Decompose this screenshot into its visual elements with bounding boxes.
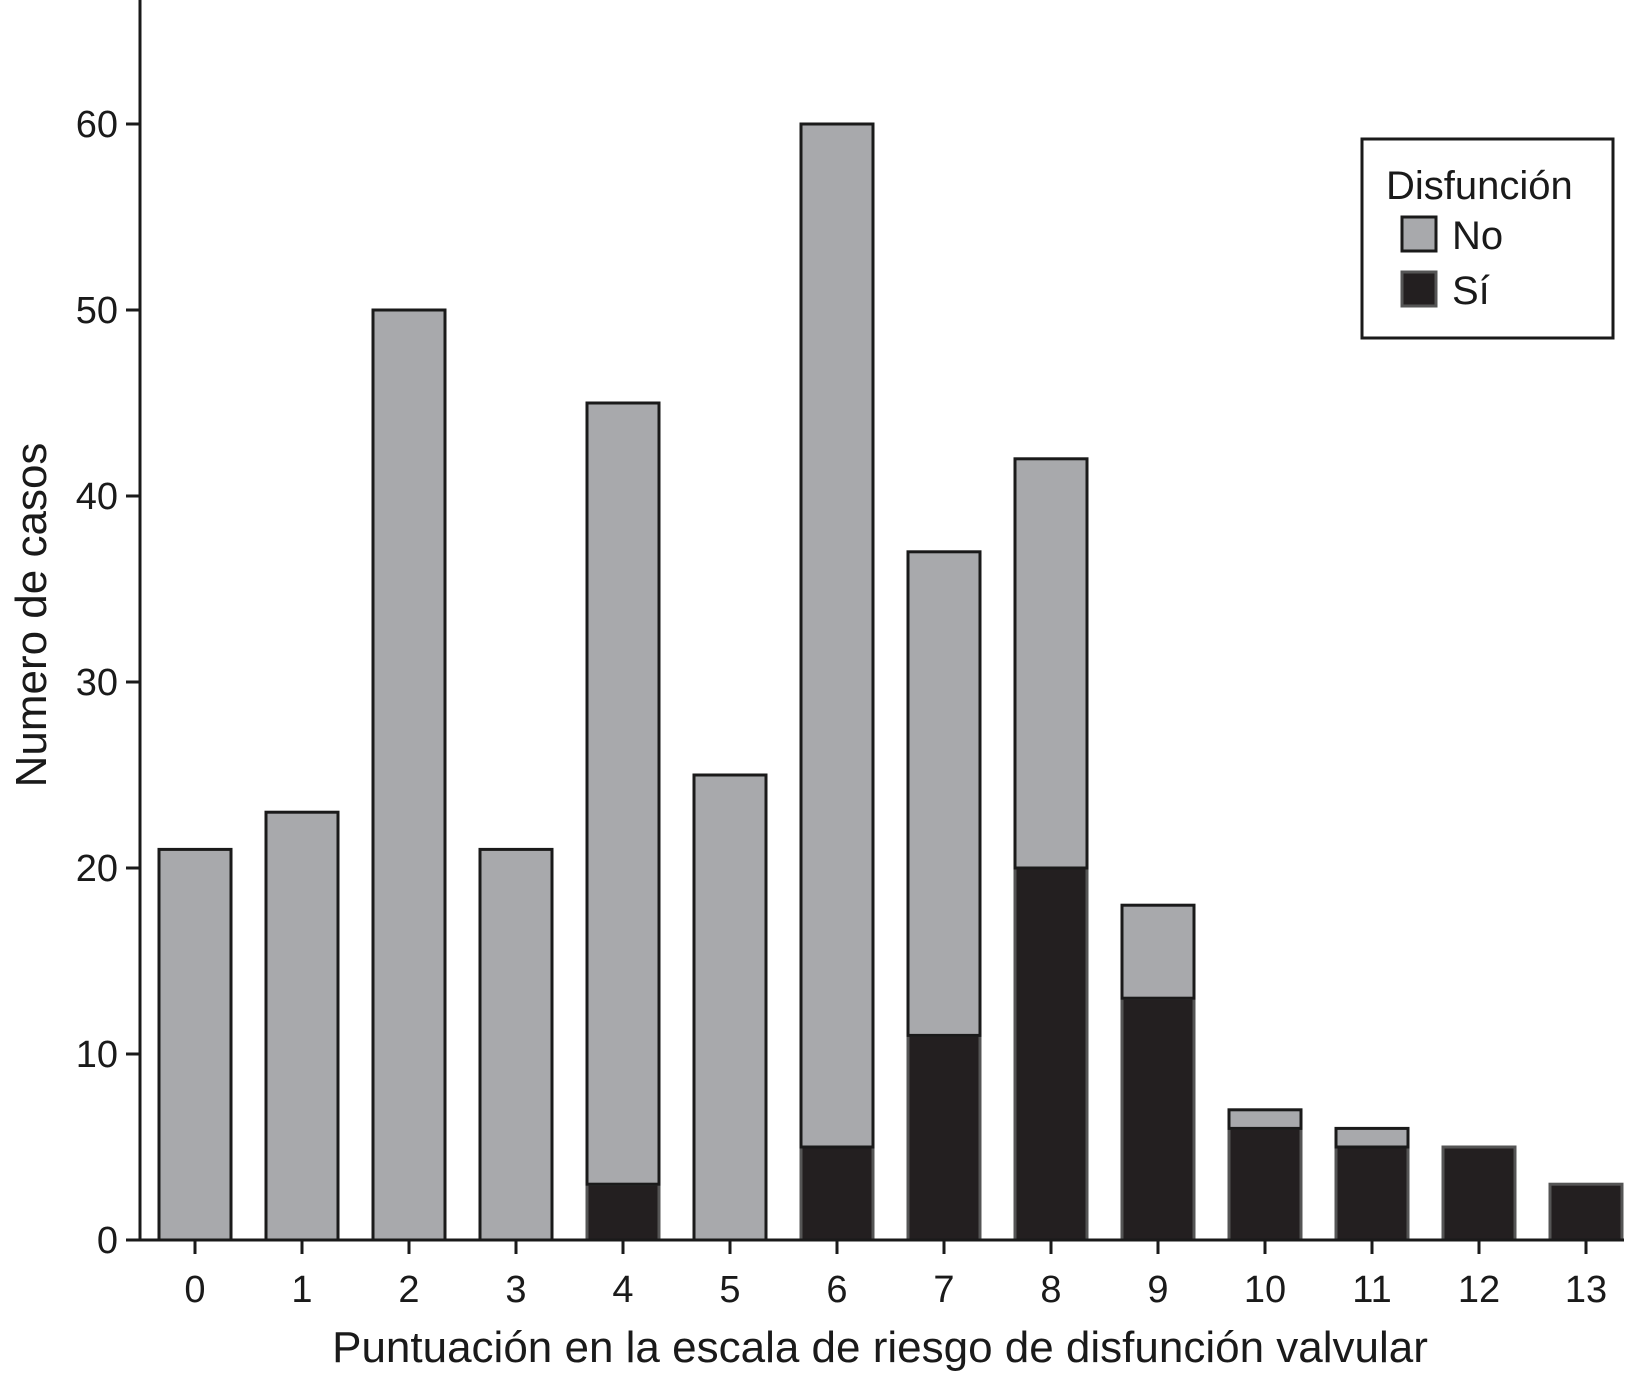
y-tick-label: 60: [76, 104, 118, 146]
x-tick-label: 11: [1352, 1269, 1391, 1311]
y-tick-label: 50: [76, 290, 118, 332]
bar-segment-no: [478, 847, 554, 1242]
x-tick-label: 5: [719, 1269, 740, 1311]
x-tick-label: 2: [398, 1269, 419, 1311]
bar-segment-si: [906, 1033, 982, 1242]
bar-segment-no: [157, 847, 233, 1242]
x-tick-label: 9: [1147, 1269, 1168, 1311]
x-tick-label: 3: [505, 1269, 526, 1311]
bar-segment-si: [1013, 866, 1089, 1242]
y-tick-label: 30: [76, 662, 118, 704]
y-axis-ticks: 0 10 20 30 40 50 60: [76, 104, 140, 1262]
legend: Disfunción No Sí: [1360, 137, 1615, 340]
bar-segment-no: [799, 122, 875, 1149]
y-tick-label: 20: [76, 848, 118, 890]
x-tick-label: 13: [1565, 1269, 1607, 1311]
x-tick-label: 10: [1244, 1269, 1286, 1311]
x-tick-label: 6: [826, 1269, 847, 1311]
y-tick-label: 0: [97, 1220, 118, 1262]
legend-title: Disfunción: [1386, 164, 1573, 208]
bar-segment-si: [1227, 1126, 1303, 1242]
bar-segment-si: [1441, 1145, 1517, 1242]
legend-label-no: No: [1452, 214, 1503, 258]
bars-group: [157, 122, 1624, 1242]
bar-segment-no: [692, 773, 768, 1242]
x-tick-label: 0: [184, 1269, 205, 1311]
bar-segment-si: [585, 1182, 661, 1242]
bar-segment-no: [1334, 1126, 1410, 1149]
x-tick-label: 1: [291, 1269, 312, 1311]
y-axis-title: Numero de casos: [7, 443, 56, 788]
bar-segment-no: [585, 401, 661, 1186]
y-tick-label: 10: [76, 1034, 118, 1076]
bar-segment-no: [264, 810, 340, 1242]
legend-swatch-si: [1400, 270, 1438, 308]
bar-segment-no: [906, 550, 982, 1037]
x-axis-ticks: 0 1 2 3 4 5 6 7 8 9 10 11 12 13: [184, 1240, 1607, 1311]
bar-segment-si: [1548, 1182, 1624, 1242]
legend-swatch-no: [1400, 215, 1438, 253]
x-tick-label: 7: [933, 1269, 954, 1311]
bar-segment-si: [799, 1145, 875, 1242]
x-tick-label: 8: [1040, 1269, 1061, 1311]
x-axis-title: Puntuación en la escala de riesgo de dis…: [332, 1323, 1428, 1372]
bar-segment-si: [1334, 1145, 1410, 1242]
bar-segment-no: [1013, 457, 1089, 870]
y-tick-label: 40: [76, 476, 118, 518]
bar-segment-no: [1120, 903, 1196, 1000]
bar-segment-no: [1227, 1108, 1303, 1130]
legend-label-si: Sí: [1452, 269, 1490, 313]
x-tick-label: 12: [1458, 1269, 1500, 1311]
bar-segment-si: [1120, 996, 1196, 1242]
x-tick-label: 4: [612, 1269, 633, 1311]
bar-segment-no: [371, 308, 447, 1242]
